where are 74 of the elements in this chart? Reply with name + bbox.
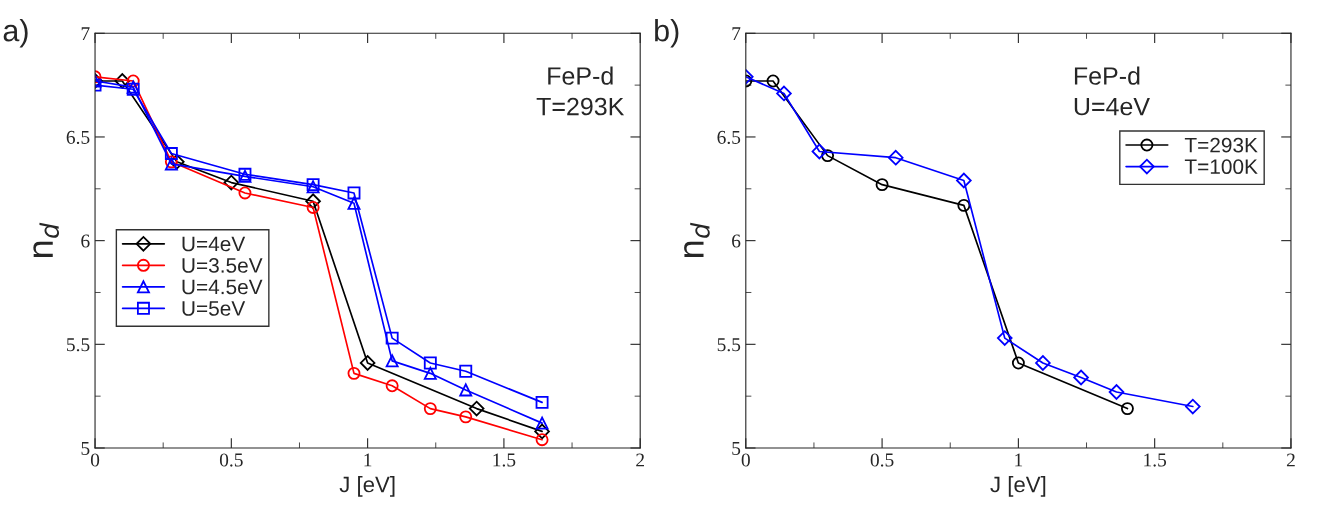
point bbox=[776, 85, 792, 102]
point bbox=[811, 143, 828, 160]
x-tick-label: 0 bbox=[741, 453, 750, 467]
x-tick-label: 1.5 bbox=[493, 453, 516, 467]
point bbox=[1011, 356, 1025, 370]
legend-label: U=5eV bbox=[182, 301, 246, 316]
point bbox=[385, 354, 399, 368]
y-tick-label: 5.5 bbox=[717, 338, 741, 352]
y-tick-label: 7 bbox=[81, 27, 90, 41]
point bbox=[459, 383, 473, 397]
point bbox=[468, 400, 485, 417]
y-tick-label: 6.5 bbox=[66, 130, 90, 144]
point bbox=[423, 356, 437, 370]
point bbox=[238, 186, 252, 200]
x-axis-title: J [eV] bbox=[339, 476, 395, 497]
annotation: FeP-d U=4eV bbox=[1074, 66, 1150, 116]
legend-label: U=4eV bbox=[182, 236, 246, 252]
point bbox=[887, 149, 904, 166]
point bbox=[423, 366, 437, 380]
point bbox=[1120, 402, 1134, 416]
point bbox=[1035, 355, 1051, 371]
point bbox=[821, 149, 835, 163]
point bbox=[347, 186, 361, 200]
point bbox=[957, 198, 971, 212]
point bbox=[306, 201, 320, 214]
point bbox=[223, 174, 240, 191]
point bbox=[459, 364, 473, 378]
point bbox=[535, 433, 549, 447]
text: a) bbox=[3, 19, 28, 48]
y-tick-label: 6 bbox=[732, 234, 741, 248]
text: b) bbox=[655, 19, 679, 48]
legend-label: T=293K bbox=[1184, 137, 1258, 153]
x-axis-title: J [eV] bbox=[990, 476, 1046, 497]
y-axis-title: n$_{d}$ bbox=[33, 222, 60, 258]
x-tick-label: 1 bbox=[1015, 453, 1023, 467]
point bbox=[956, 172, 972, 189]
point bbox=[423, 402, 437, 416]
y-axis-title: n$_{d}$ bbox=[684, 222, 710, 258]
x-tick-label: 2 bbox=[1286, 453, 1295, 467]
x-tick-label: 0 bbox=[90, 453, 100, 467]
point bbox=[114, 73, 131, 89]
y-tick-label: 7 bbox=[732, 27, 741, 41]
point bbox=[126, 74, 140, 88]
point bbox=[996, 330, 1013, 346]
x-tick-label: 2 bbox=[636, 453, 644, 467]
point bbox=[164, 147, 178, 161]
point bbox=[1185, 398, 1201, 415]
x-tick-label: 0.5 bbox=[870, 453, 894, 467]
point bbox=[535, 395, 549, 409]
y-tick-label: 5 bbox=[81, 442, 90, 455]
point bbox=[766, 74, 780, 88]
point bbox=[347, 366, 361, 380]
point bbox=[385, 331, 399, 345]
y-tick-label: 5.5 bbox=[67, 338, 90, 352]
point bbox=[459, 410, 473, 424]
annotation: FeP-d T=293K bbox=[536, 66, 625, 116]
x-tick-label: 1.5 bbox=[1144, 453, 1167, 467]
point bbox=[1108, 384, 1125, 400]
point bbox=[1073, 369, 1089, 386]
point bbox=[347, 196, 361, 210]
point bbox=[534, 423, 550, 440]
point bbox=[535, 416, 549, 430]
y-tick-label: 6.5 bbox=[717, 130, 741, 144]
point bbox=[875, 178, 889, 192]
point bbox=[305, 193, 321, 210]
legend-label: U=4.5eV bbox=[182, 279, 263, 295]
x-tick-label: 0.5 bbox=[219, 453, 243, 467]
x-tick-label: 1 bbox=[364, 453, 372, 467]
legend-label: U=3.5eV bbox=[182, 258, 263, 273]
point bbox=[385, 379, 399, 393]
y-tick-label: 5 bbox=[732, 442, 741, 455]
y-tick-label: 6 bbox=[81, 234, 90, 248]
legend-label: T=100K bbox=[1184, 159, 1258, 175]
point bbox=[359, 355, 376, 371]
